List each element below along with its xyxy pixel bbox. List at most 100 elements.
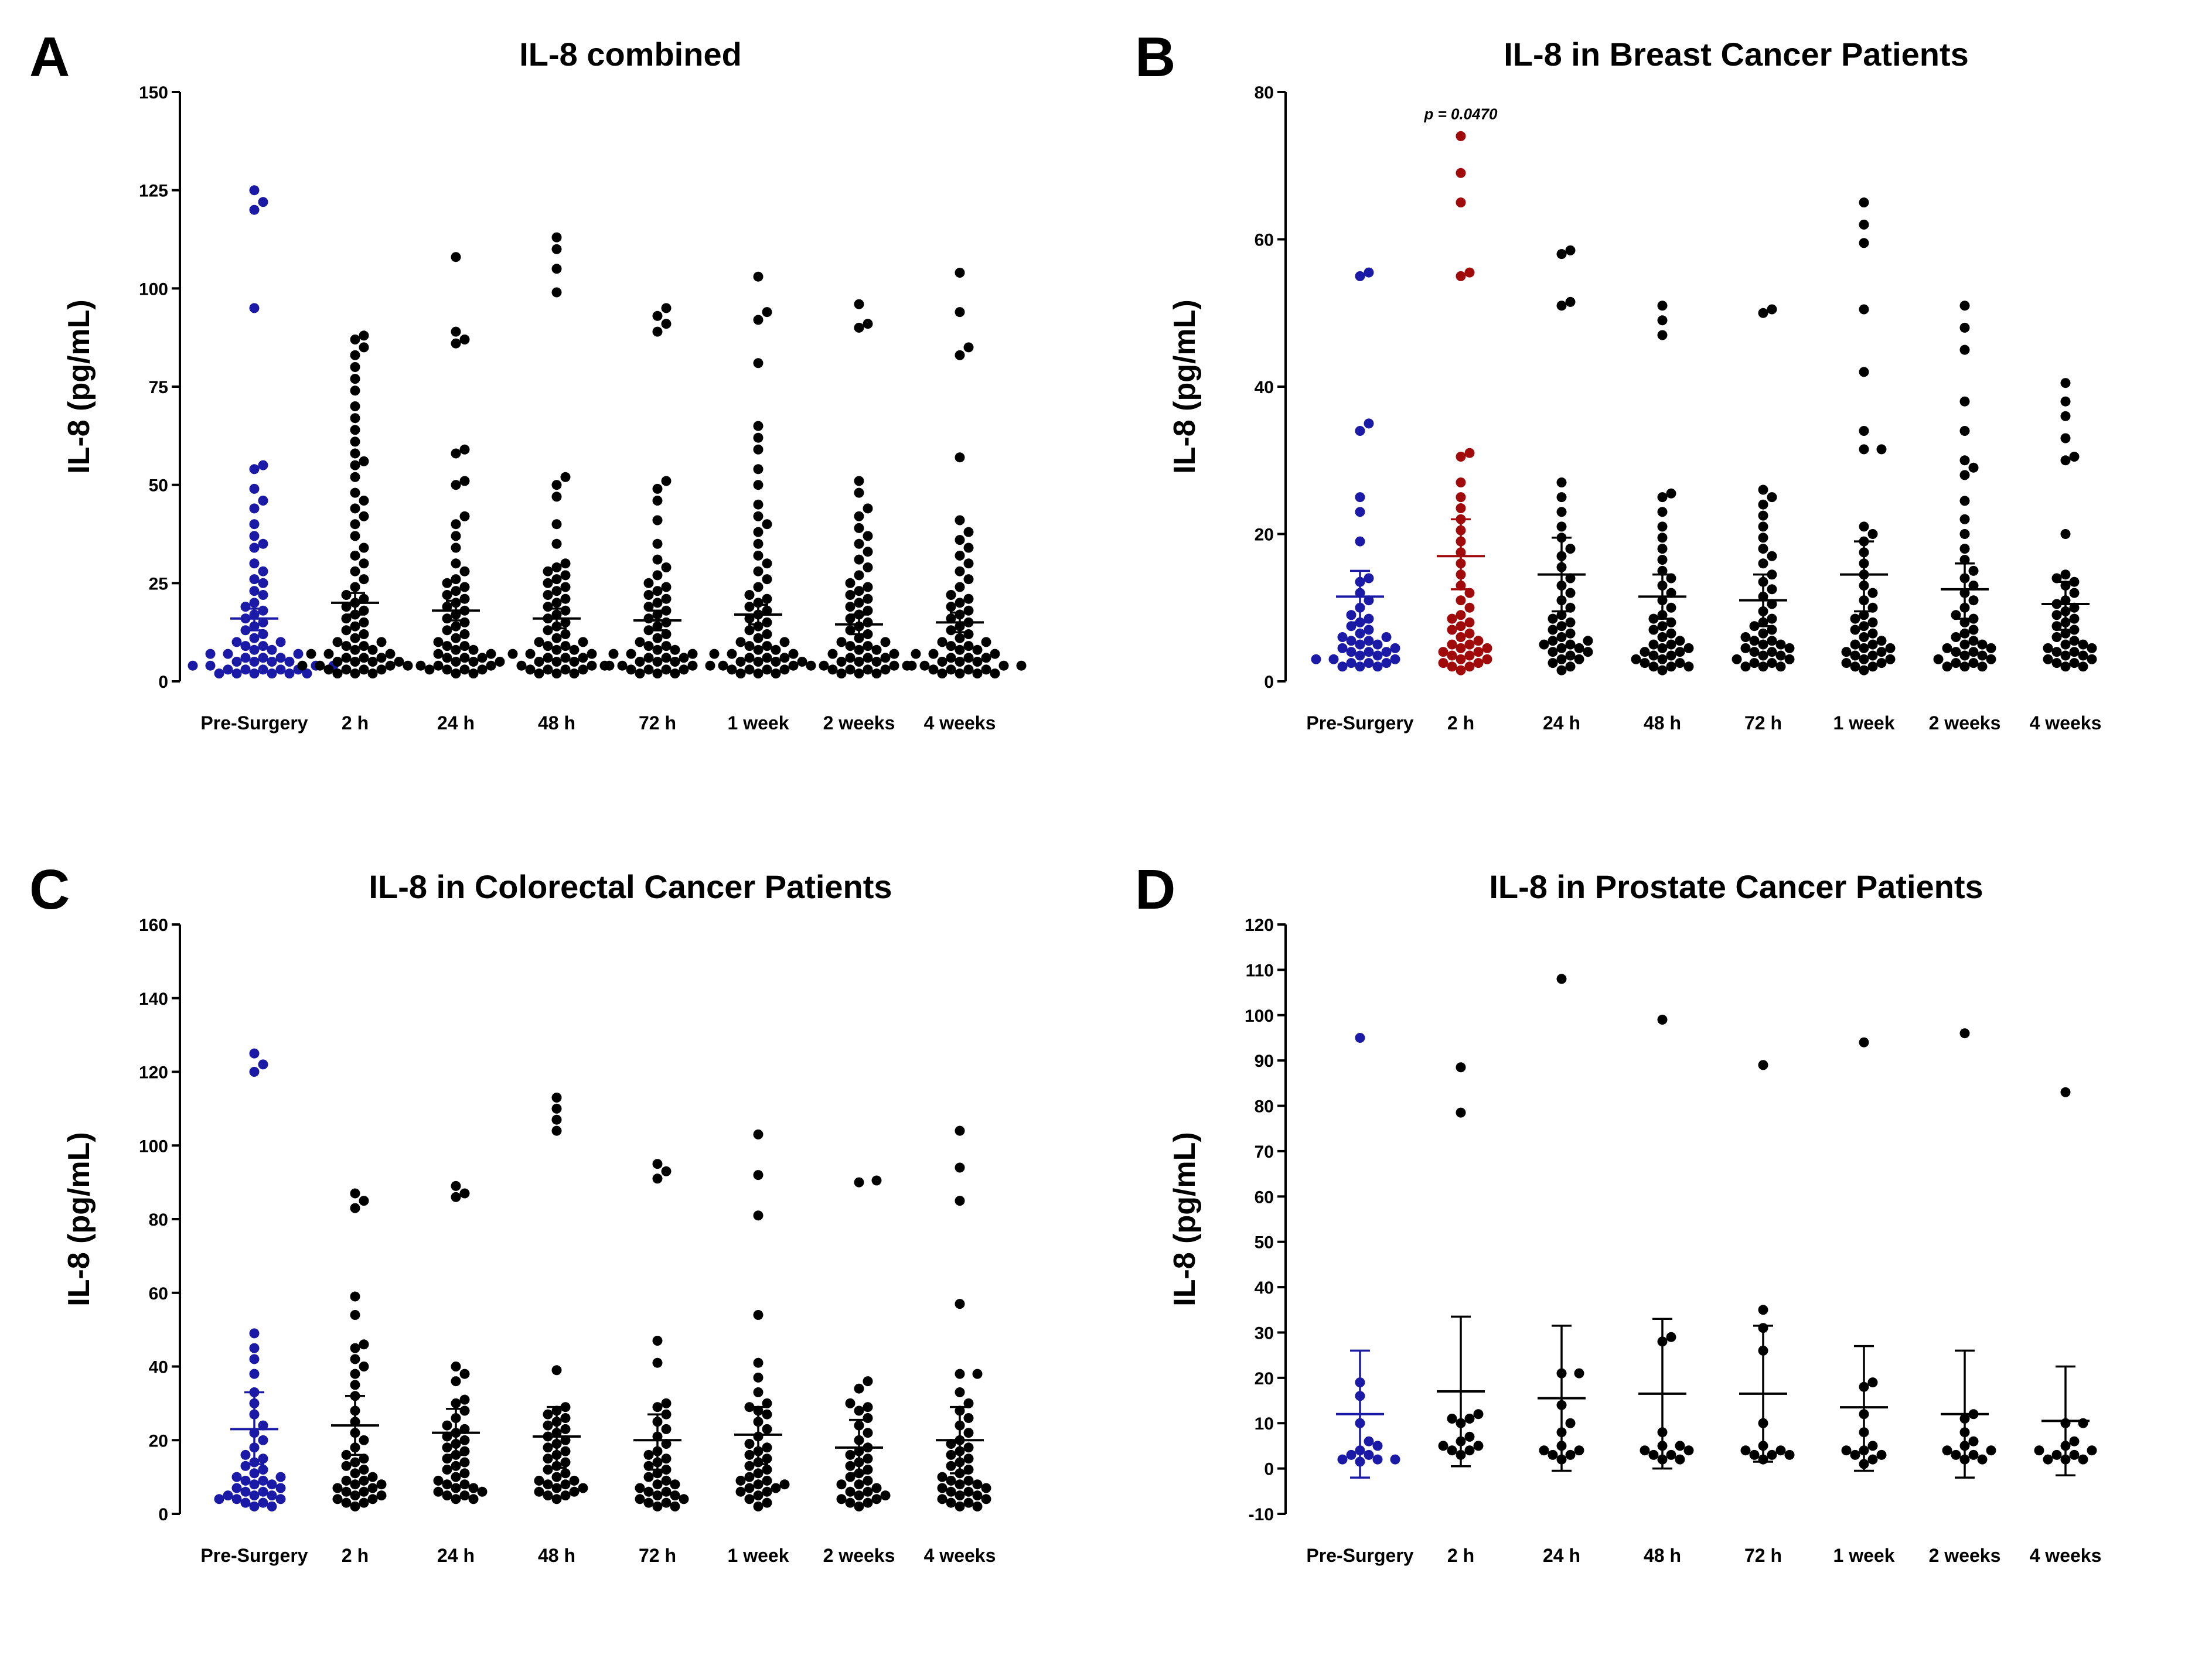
data-point (670, 668, 680, 679)
data-point (551, 1093, 562, 1103)
series-7 (2041, 378, 2097, 672)
data-point (762, 664, 772, 675)
data-point (854, 1405, 864, 1416)
data-point (543, 1420, 553, 1431)
data-point (1657, 643, 1668, 653)
data-point (350, 1457, 360, 1468)
data-point (459, 1369, 470, 1379)
data-point (341, 613, 352, 624)
data-point (854, 570, 864, 581)
data-point (661, 1424, 672, 1434)
series-1 (331, 1188, 387, 1512)
series-3 (507, 232, 615, 679)
data-point (258, 578, 268, 588)
data-point (249, 1369, 260, 1379)
data-point (2069, 1436, 2080, 1446)
data-point (854, 523, 864, 533)
data-point (2060, 396, 2071, 407)
data-point (459, 629, 470, 639)
data-point (477, 653, 488, 663)
data-point (1565, 661, 1576, 672)
data-point (963, 653, 974, 663)
data-point (551, 264, 562, 274)
data-point (744, 1439, 755, 1449)
data-point (1758, 308, 1768, 318)
data-point (2051, 1449, 2062, 1460)
data-point (223, 1490, 233, 1501)
data-point (275, 1472, 286, 1482)
x-category-label: 48 h (1644, 1545, 1681, 1566)
data-point (534, 637, 544, 647)
data-point (863, 1497, 873, 1508)
data-point (788, 649, 799, 659)
data-point (1859, 219, 1869, 230)
data-point (797, 657, 807, 667)
data-point (249, 483, 260, 494)
data-point (753, 1129, 764, 1139)
data-point (744, 1472, 755, 1482)
data-point (359, 1196, 369, 1206)
data-point (551, 1472, 562, 1482)
data-point (451, 252, 461, 262)
data-point (1758, 533, 1768, 543)
data-point (459, 1457, 470, 1468)
data-point (972, 657, 983, 667)
data-point (350, 519, 360, 530)
data-point (661, 629, 672, 639)
y-tick-label: 75 (149, 378, 168, 397)
data-point (1648, 661, 1659, 672)
data-point (652, 311, 663, 321)
data-point (1482, 643, 1492, 653)
data-point (1850, 613, 1860, 624)
data-point (955, 633, 965, 643)
y-tick-label: 30 (1255, 1323, 1274, 1343)
data-point (1876, 658, 1887, 668)
data-point (1942, 643, 1952, 653)
data-point (779, 653, 790, 663)
data-point (543, 602, 553, 612)
data-point (1438, 1441, 1448, 1451)
data-point (1657, 565, 1668, 576)
data-point (578, 653, 588, 663)
data-point (854, 1383, 864, 1394)
data-point (928, 649, 939, 659)
data-point (937, 657, 947, 667)
data-point (249, 204, 260, 215)
data-point (955, 550, 965, 561)
data-point (946, 1461, 956, 1471)
data-point (1657, 533, 1668, 543)
data-point (1859, 426, 1869, 436)
data-point (652, 1357, 663, 1368)
data-point (1539, 639, 1549, 650)
series-7 (902, 268, 1027, 679)
data-point (1740, 1445, 1751, 1456)
data-point (359, 1339, 369, 1350)
data-point (661, 617, 672, 627)
data-point (762, 1424, 772, 1434)
data-point (643, 578, 654, 588)
data-point (946, 1449, 956, 1460)
data-point (1438, 647, 1448, 657)
y-tick-label: 0 (1264, 1460, 1274, 1479)
data-point (1364, 1449, 1374, 1460)
data-point (350, 425, 360, 435)
data-point (955, 1501, 965, 1512)
data-point (1859, 1037, 1869, 1048)
data-point (2043, 654, 2053, 664)
data-point (350, 448, 360, 459)
data-point (1732, 654, 1742, 664)
data-point (1364, 625, 1374, 635)
data-point (551, 232, 562, 243)
data-point (1381, 647, 1392, 657)
y-tick-label: 150 (139, 83, 168, 103)
data-point (972, 1501, 983, 1512)
data-point (771, 657, 781, 667)
data-point (661, 319, 672, 329)
data-point (1968, 595, 1979, 606)
data-point (543, 625, 553, 636)
data-point (350, 460, 360, 470)
panel-letter: D (1135, 858, 1175, 921)
data-point (1364, 267, 1374, 278)
series-7 (936, 1125, 991, 1512)
y-axis-label: IL-8 (pg/mL) (62, 299, 96, 474)
